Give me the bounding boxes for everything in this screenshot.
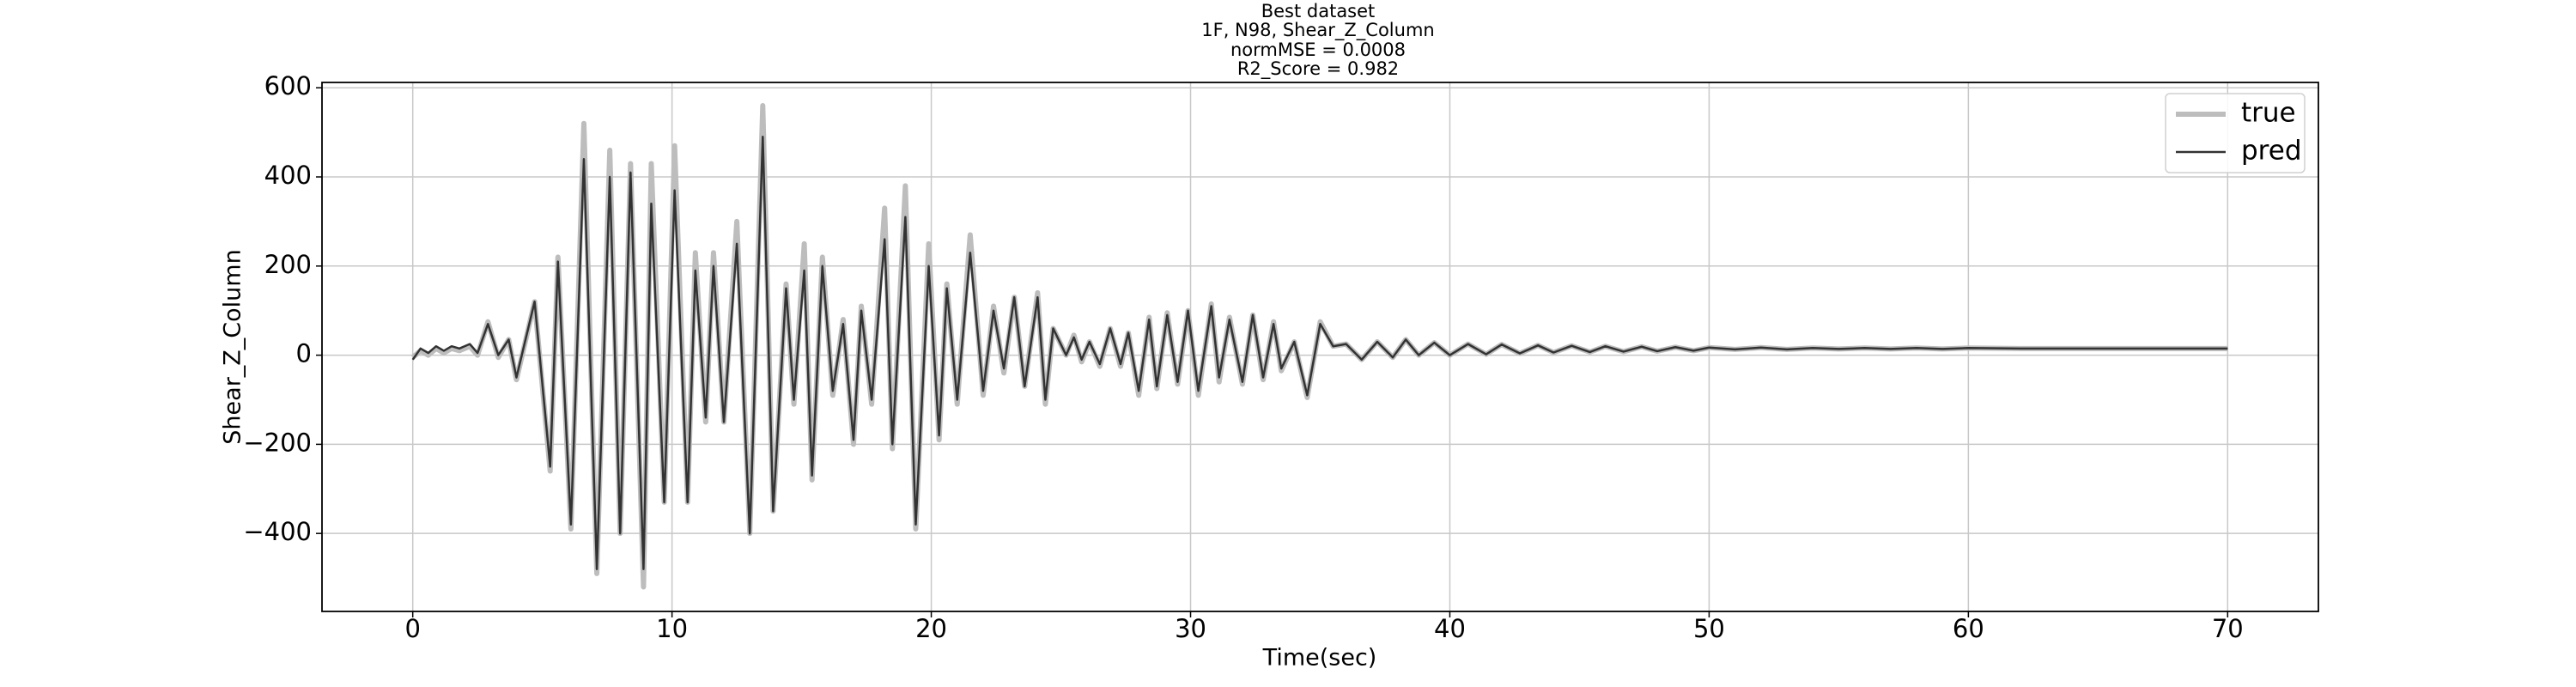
legend-label: true bbox=[2241, 98, 2296, 129]
x-tick-label: 30 bbox=[1175, 614, 1206, 643]
y-tick-label: 600 bbox=[264, 71, 312, 100]
legend-label: pred bbox=[2241, 136, 2302, 167]
y-tick-label: 200 bbox=[264, 250, 312, 279]
x-tick-label: 20 bbox=[915, 614, 947, 643]
chart-subtitle: normMSE = 0.0008 bbox=[1230, 40, 1406, 60]
y-tick-label: 0 bbox=[296, 339, 312, 368]
chart-subtitle: 1F, N98, Shear_Z_Column bbox=[1201, 20, 1434, 41]
x-tick-label: 40 bbox=[1434, 614, 1466, 643]
series-line bbox=[411, 136, 2228, 570]
series-line bbox=[410, 102, 2228, 590]
y-tick-label: −200 bbox=[243, 428, 312, 457]
chart-title: Best dataset bbox=[1261, 1, 1376, 21]
plot-frame bbox=[321, 82, 2319, 612]
x-tick-label: 60 bbox=[1953, 614, 1984, 643]
y-tick-label: 400 bbox=[264, 161, 312, 190]
y-tick-label: −400 bbox=[243, 517, 312, 546]
x-tick-label: 0 bbox=[404, 614, 420, 643]
x-tick-label: 10 bbox=[656, 614, 688, 643]
x-tick-label: 50 bbox=[1693, 614, 1725, 643]
x-axis-label: Time(sec) bbox=[1262, 645, 1377, 672]
chart-subtitle: R2_Score = 0.982 bbox=[1237, 58, 1399, 80]
y-axis-label: Shear_Z_Column bbox=[220, 249, 246, 444]
x-tick-label: 70 bbox=[2212, 614, 2244, 643]
